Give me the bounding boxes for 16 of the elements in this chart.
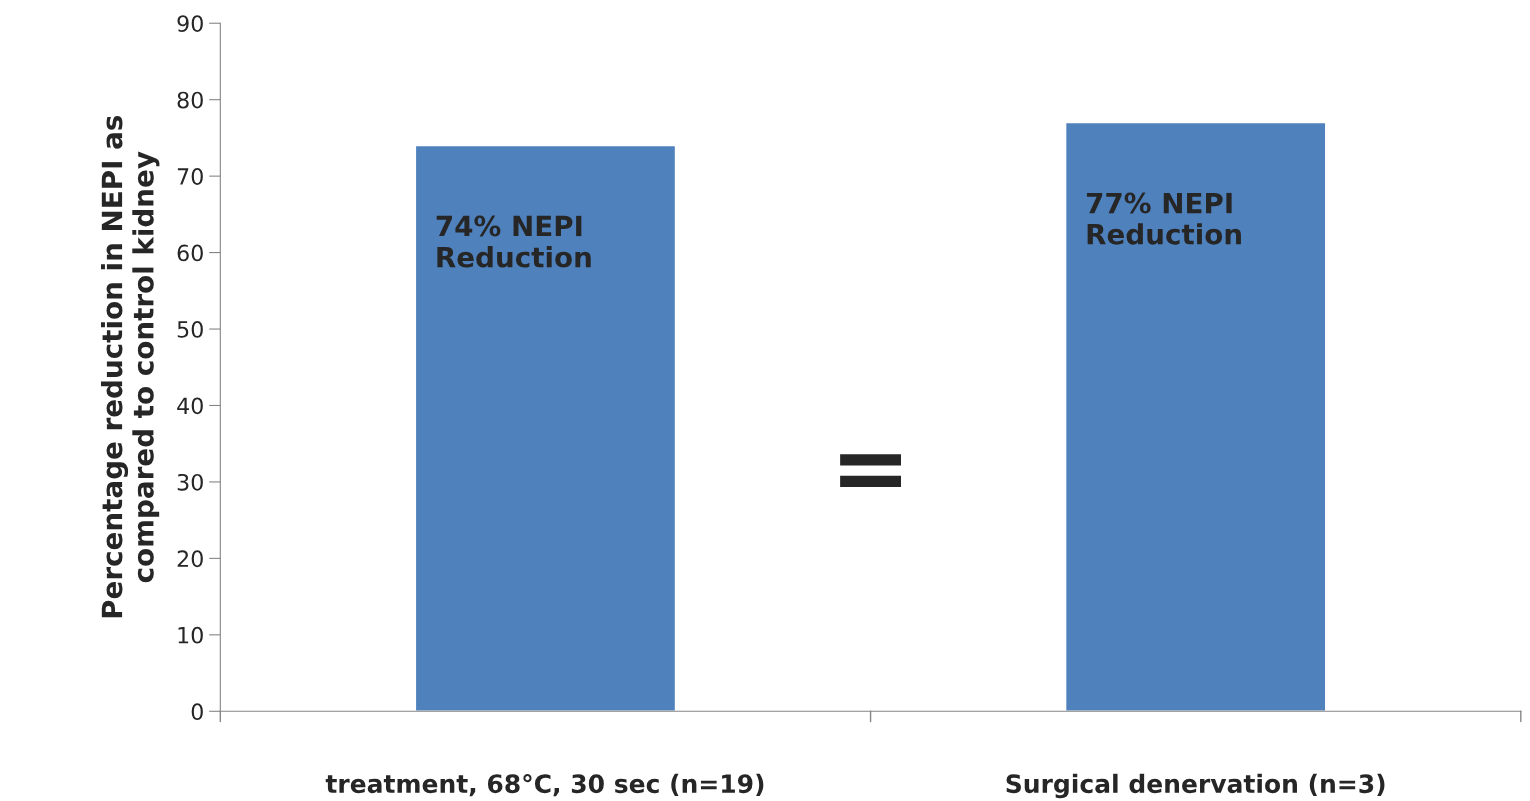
y-tick-label: 60 [177, 244, 203, 262]
y-tick-label: 70 [177, 168, 203, 185]
x-tick-label: treatment, 68°C, 30 sec (n=19) [325, 773, 764, 797]
data-label: 77% NEPI Reduction [1086, 192, 1241, 245]
y-tick-label: 20 [177, 550, 203, 568]
annotation: = [840, 454, 901, 488]
y-tick-label: 80 [177, 91, 203, 109]
y-tick-label: 50 [177, 320, 203, 338]
y-tick-label: 10 [178, 626, 203, 644]
y-axis-title: Percentage reduction in NEPI as compared to control kidney [100, 115, 160, 618]
data-label: 74% NEPI Reduction [436, 215, 591, 268]
y-tick-label: 0 [191, 703, 203, 721]
y-tick-label: 30 [177, 473, 203, 491]
x-tick-label: Surgical denervation (n=3) [1006, 773, 1385, 799]
y-tick-label: 90 [177, 15, 203, 32]
y-tick-label: 40 [177, 397, 203, 415]
